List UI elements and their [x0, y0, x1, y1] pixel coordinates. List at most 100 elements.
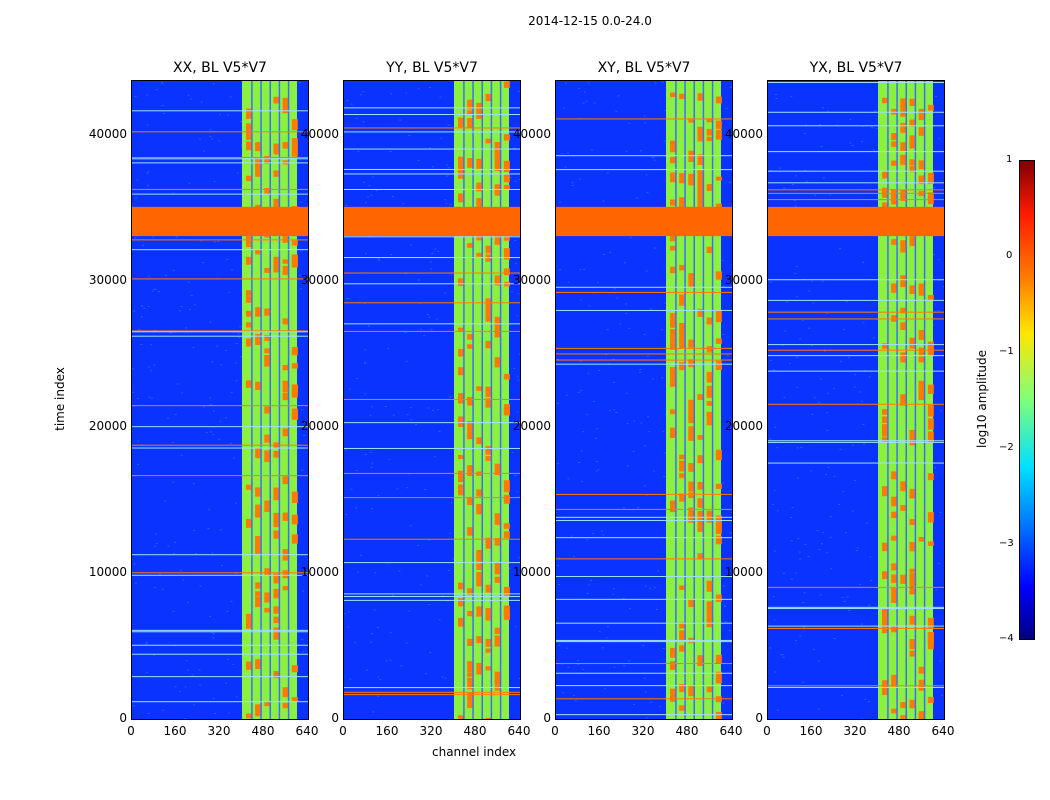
noise-cell — [613, 409, 616, 411]
noise-cell — [773, 490, 776, 492]
noise-cell — [564, 82, 567, 84]
hot-cell — [255, 166, 262, 177]
noise-cell — [388, 459, 391, 461]
noise-cell — [417, 544, 420, 546]
noise-cell — [194, 553, 197, 555]
hot-cell — [697, 190, 704, 202]
noise-cell — [769, 438, 772, 440]
hot-cell — [476, 563, 483, 570]
noise-cell — [571, 184, 574, 186]
noise-cell — [609, 251, 612, 253]
hot-cell — [467, 672, 474, 677]
hot-cell — [494, 357, 501, 368]
noise-cell — [780, 654, 783, 656]
hot-cell — [476, 252, 483, 257]
hot-cell — [467, 693, 474, 702]
noise-cell — [791, 507, 794, 509]
noise-cell — [518, 678, 520, 680]
noise-cell — [357, 150, 360, 152]
noise-cell — [376, 626, 379, 628]
hot-cell — [679, 684, 686, 693]
noise-cell — [626, 465, 629, 467]
hot-cell — [273, 573, 280, 584]
noise-cell — [234, 572, 237, 574]
x-axis-label: channel index — [432, 745, 517, 759]
noise-cell — [860, 400, 863, 402]
noise-cell — [816, 530, 819, 532]
hot-cell — [485, 537, 492, 549]
noise-cell — [580, 450, 583, 452]
noise-cell — [428, 316, 431, 318]
hot-cell — [291, 514, 298, 525]
noise-cell — [625, 150, 628, 152]
hot-cell — [485, 608, 492, 618]
noise-cell — [729, 181, 732, 183]
hot-cell — [264, 701, 271, 707]
noise-cell — [833, 475, 836, 477]
noise-cell — [577, 461, 580, 463]
hot-cell — [900, 122, 907, 133]
ytick-label: 0 — [119, 711, 127, 725]
hot-cell — [282, 318, 289, 325]
hot-cell — [715, 594, 722, 602]
time-flag-line — [132, 631, 308, 633]
hot-cell — [503, 403, 510, 415]
hot-cell — [476, 386, 483, 391]
time-flag-line — [556, 359, 732, 361]
noise-cell — [643, 334, 646, 336]
hot-cell — [706, 601, 713, 611]
hot-cell — [918, 127, 925, 136]
time-flag-line — [768, 625, 944, 627]
noise-cell — [934, 95, 937, 97]
noise-cell — [795, 296, 798, 298]
y-axis-label: time index — [52, 367, 67, 431]
noise-cell — [154, 587, 157, 589]
hot-cell — [246, 661, 252, 670]
noise-cell — [650, 701, 653, 703]
time-flag-line — [132, 158, 308, 160]
noise-cell — [583, 268, 586, 270]
noise-cell — [167, 417, 170, 419]
noise-cell — [794, 200, 797, 202]
time-flag-line — [768, 82, 944, 84]
noise-cell — [199, 585, 202, 587]
noise-cell — [193, 704, 196, 706]
ytick-label: 40000 — [88, 127, 127, 141]
noise-cell — [595, 437, 598, 439]
channel-gap — [693, 81, 695, 719]
noise-cell — [354, 642, 357, 644]
noise-cell — [625, 392, 628, 394]
noise-cell — [842, 491, 845, 493]
hot-cell — [679, 197, 686, 209]
noise-cell — [201, 262, 204, 264]
noise-cell — [517, 557, 520, 559]
hot-cell — [494, 538, 501, 546]
time-flag-line — [344, 497, 520, 499]
hot-cell — [246, 235, 252, 242]
noise-cell — [517, 90, 520, 92]
colorbar-label: log10 amplitude — [975, 350, 989, 449]
noise-cell — [812, 648, 815, 650]
hot-cell — [900, 105, 907, 111]
noise-cell — [370, 406, 373, 408]
hot-cell — [706, 510, 713, 523]
noise-cell — [794, 273, 797, 275]
noise-cell — [370, 194, 373, 196]
noise-cell — [628, 122, 631, 124]
noise-cell — [559, 201, 562, 203]
hot-cell — [927, 384, 934, 395]
noise-cell — [302, 590, 305, 592]
noise-cell — [346, 100, 349, 102]
noise-cell — [829, 194, 832, 196]
time-flag-line — [556, 698, 732, 700]
hot-cell — [255, 448, 262, 459]
time-flag-line — [132, 572, 308, 574]
noise-cell — [429, 261, 432, 263]
hot-cell — [273, 670, 280, 679]
hot-cell — [246, 519, 252, 525]
noise-cell — [212, 83, 215, 85]
noise-cell — [430, 268, 433, 270]
noise-cell — [722, 702, 725, 704]
time-flag-line — [344, 148, 520, 150]
noise-cell — [811, 345, 814, 347]
